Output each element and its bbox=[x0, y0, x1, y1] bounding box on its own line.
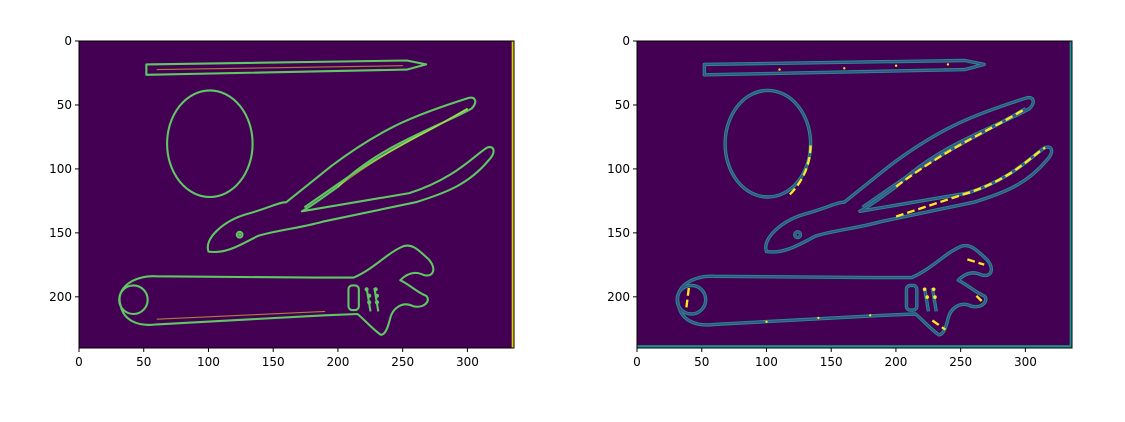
y-tick-label: 50 bbox=[615, 98, 630, 112]
x-tick-label: 200 bbox=[884, 355, 907, 369]
edge-dots bbox=[765, 63, 950, 323]
pliers-pivot-dot bbox=[238, 233, 242, 237]
y-tick-label: 200 bbox=[607, 290, 630, 304]
edge-bright-segments bbox=[685, 107, 1046, 331]
left-heatmap bbox=[79, 41, 515, 348]
right-edge-strip bbox=[1069, 41, 1073, 348]
x-tick-label: 100 bbox=[755, 355, 778, 369]
axes-frame bbox=[636, 40, 1073, 349]
y-tick-label: 100 bbox=[607, 162, 630, 176]
x-tick-label: 0 bbox=[633, 355, 641, 369]
y-tick-label: 0 bbox=[622, 34, 630, 48]
wrench-dots bbox=[364, 287, 380, 305]
right-edge-strip bbox=[511, 41, 515, 348]
y-tick-label: 150 bbox=[607, 226, 630, 240]
x-tick-label: 0 bbox=[75, 355, 83, 369]
x-tick-label: 250 bbox=[391, 355, 414, 369]
y-tick-label: 150 bbox=[49, 226, 72, 240]
left-axes: 0 50 100 150 200 250 300 0 50 100 150 200 bbox=[49, 34, 515, 369]
x-tick-label: 100 bbox=[197, 355, 220, 369]
y-tick-label: 0 bbox=[64, 34, 72, 48]
edge-highlights bbox=[156, 65, 468, 320]
axes-frame bbox=[78, 40, 515, 349]
x-tick-label: 50 bbox=[136, 355, 151, 369]
x-tick-label: 250 bbox=[949, 355, 972, 369]
y-tick-label: 200 bbox=[49, 290, 72, 304]
right-heatmap bbox=[637, 41, 1073, 348]
right-axes: 0 50 100 150 200 250 300 0 50 100 150 200 bbox=[607, 34, 1073, 369]
bottom-edge-strip bbox=[637, 345, 1073, 348]
x-tick-label: 50 bbox=[694, 355, 709, 369]
x-tick-label: 150 bbox=[820, 355, 843, 369]
x-tick-label: 300 bbox=[456, 355, 479, 369]
x-tick-label: 300 bbox=[1014, 355, 1037, 369]
x-tick-label: 200 bbox=[326, 355, 349, 369]
y-tick-label: 50 bbox=[57, 98, 72, 112]
y-tick-label: 100 bbox=[49, 162, 72, 176]
x-tick-label: 150 bbox=[262, 355, 285, 369]
